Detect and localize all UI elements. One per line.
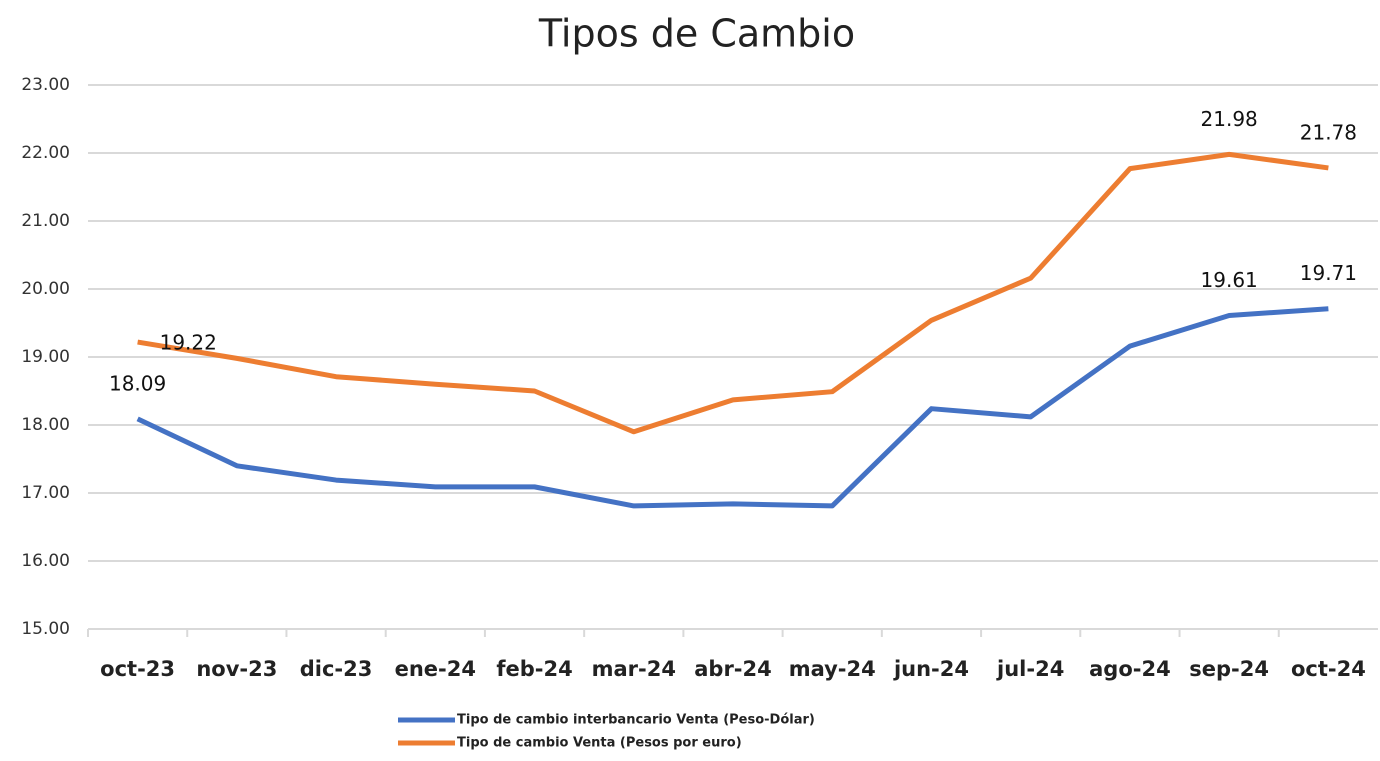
- y-tick-label: 21.00: [21, 211, 70, 231]
- data-label: 21.78: [1300, 120, 1357, 144]
- legend-label: Tipo de cambio Venta (Pesos por euro): [457, 736, 742, 751]
- x-tick-label: jul-24: [996, 657, 1064, 681]
- y-tick-label: 17.00: [21, 483, 70, 503]
- chart-title: Tipos de Cambio: [538, 12, 855, 56]
- x-tick-label: nov-23: [196, 657, 277, 681]
- x-tick-label: may-24: [789, 657, 876, 681]
- data-label: 19.61: [1201, 268, 1258, 292]
- data-label: 19.71: [1300, 261, 1357, 285]
- x-tick-label: oct-23: [100, 657, 175, 681]
- x-tick-label: oct-24: [1291, 657, 1366, 681]
- x-tick-label: dic-23: [300, 657, 373, 681]
- y-tick-label: 20.00: [21, 279, 70, 299]
- x-tick-label: sep-24: [1189, 657, 1269, 681]
- x-tick-label: feb-24: [496, 657, 572, 681]
- x-tick-label: ago-24: [1089, 657, 1171, 681]
- x-tick-label: ene-24: [395, 657, 476, 681]
- y-tick-label: 19.00: [21, 347, 70, 367]
- data-label: 19.22: [160, 331, 217, 355]
- x-tick-label: mar-24: [592, 657, 676, 681]
- series-line: [136, 306, 1329, 509]
- y-tick-label: 23.00: [21, 75, 70, 95]
- x-tick-label: jun-24: [893, 657, 969, 681]
- y-tick-label: 16.00: [21, 551, 70, 571]
- x-tick-label: abr-24: [694, 657, 772, 681]
- y-tick-label: 22.00: [21, 143, 70, 163]
- legend-label: Tipo de cambio interbancario Venta (Peso…: [457, 713, 815, 728]
- series-line: [137, 151, 1329, 435]
- data-label: 21.98: [1201, 107, 1258, 131]
- y-tick-label: 18.00: [21, 415, 70, 435]
- data-label: 18.09: [109, 371, 166, 395]
- y-tick-label: 15.00: [21, 619, 70, 639]
